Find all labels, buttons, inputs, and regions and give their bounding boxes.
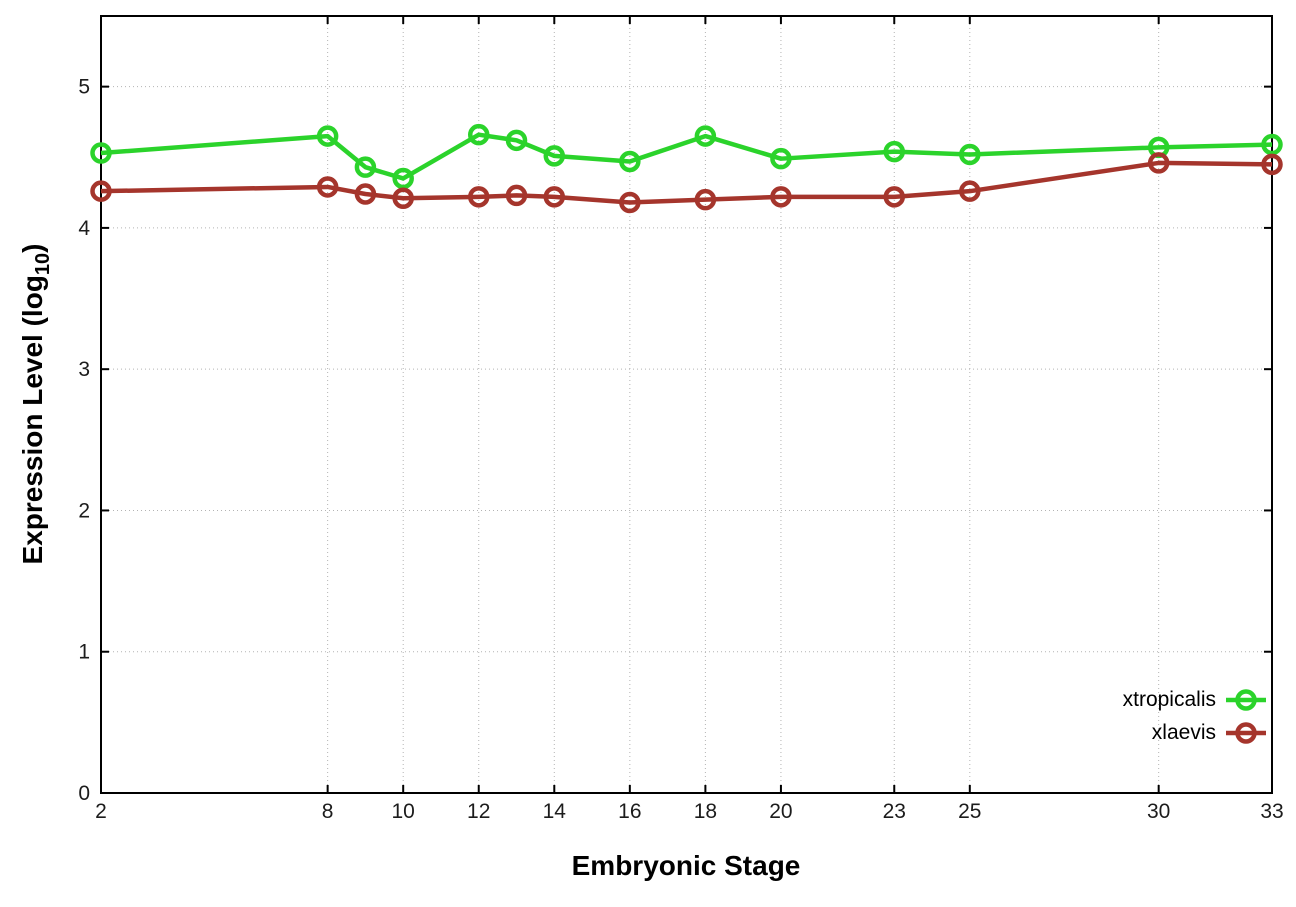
data-point [1147,152,1170,174]
series-xlaevis [90,152,1283,214]
legend-item: xtropicalis [1123,683,1266,716]
x-tick-label: 16 [618,800,641,823]
data-point [619,191,641,214]
legend: xtropicalis xlaevis [1123,683,1266,749]
y-tick-label: 1 [78,641,90,664]
y-tick-label: 0 [78,782,90,805]
x-tick-label: 23 [883,800,906,823]
series-line [100,160,1273,205]
y-tick-labels: 0 1 2 3 4 5 [78,76,90,805]
data-point [90,142,112,164]
data-point [467,123,490,146]
data-point [883,140,906,163]
y-tick-label: 4 [78,217,90,240]
data-point [1261,133,1283,156]
data-point [354,156,377,178]
y-axis-title-subscript: 10 [32,252,54,276]
data-point [619,150,641,173]
x-tick-label: 8 [322,800,334,823]
x-tick-label: 25 [958,800,981,823]
y-axis-title-suffix: ) [17,243,48,253]
data-point [90,180,112,202]
legend-label: xlaevis [1151,720,1216,744]
x-tick-label: 18 [694,800,717,823]
data-point [505,184,528,207]
data-point [694,125,717,147]
x-tick-label: 20 [769,800,792,823]
open-circle-marker-icon [1226,688,1266,711]
y-axis-title-text: Expression Level (log [17,275,48,565]
y-tick-label: 3 [78,358,90,381]
x-tick-labels: 2 8 10 12 14 16 18 20 23 25 30 33 [95,800,1284,823]
x-axis-title: Embryonic Stage [571,850,801,881]
data-point [316,125,339,147]
tick-marks [100,16,1273,794]
data-point [770,186,792,208]
y-axis-title: Expression Level (log10) [17,244,55,565]
data-point [392,167,414,190]
x-tick-label: 10 [392,800,415,823]
legend-label: xtropicalis [1122,687,1216,711]
data-point [770,147,792,170]
data-point [883,186,906,208]
y-tick-label: 2 [78,499,90,522]
data-point [354,183,377,205]
data-point [694,188,717,211]
open-circle-marker-icon [1226,721,1266,744]
data-point [505,129,528,152]
grid [100,16,1273,793]
data-point [543,186,566,208]
data-point [392,187,414,209]
y-tick-label: 5 [78,76,90,99]
x-tick-label: 33 [1260,800,1283,823]
data-point [467,186,490,208]
series-xtropicalis [90,123,1283,190]
data-point [1261,153,1283,176]
data-point [959,143,981,166]
x-tick-label: 12 [467,800,490,823]
x-tick-label: 30 [1147,800,1170,823]
x-tick-label: 2 [95,800,107,823]
data-point [543,145,566,167]
x-tick-label: 14 [543,800,567,823]
data-point [316,176,339,198]
data-point [959,180,981,202]
legend-item: xlaevis [1123,716,1266,749]
plot-border [100,15,1273,794]
